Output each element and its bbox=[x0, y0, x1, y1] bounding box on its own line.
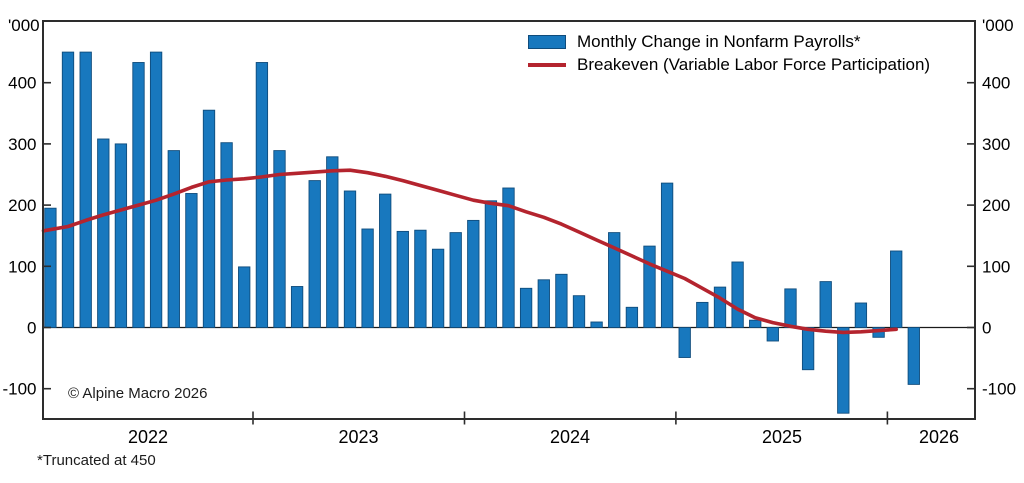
bar-aug-2024 bbox=[590, 321, 603, 328]
y-tick-label-left--100: -100 bbox=[2, 380, 36, 399]
legend-bar-swatch bbox=[528, 34, 566, 49]
y-tick-label-left-400: 400 bbox=[8, 74, 36, 93]
bar-feb-2024 bbox=[484, 200, 498, 328]
legend-label-payrolls: Monthly Change in Nonfarm Payrolls* bbox=[577, 31, 861, 51]
bar-may-2023 bbox=[326, 156, 339, 328]
y-tick-label-left-0: 0 bbox=[27, 318, 36, 337]
bar-nov-2022 bbox=[220, 142, 233, 328]
plot-frame bbox=[42, 20, 976, 420]
bar-jan-2023 bbox=[255, 62, 269, 328]
bar-apr-2023 bbox=[308, 180, 321, 328]
bar-jan-2026 bbox=[890, 250, 903, 328]
y-axis-unit-left: '000 bbox=[8, 16, 40, 35]
bar-feb-2022 bbox=[61, 51, 75, 328]
bar-jul-2024 bbox=[572, 295, 586, 328]
bar-apr-2025 bbox=[731, 261, 744, 328]
year-label-2023: 2023 bbox=[338, 427, 378, 447]
year-label-2024: 2024 bbox=[550, 427, 590, 447]
bar-nov-2024 bbox=[643, 245, 656, 328]
y-axis-unit-right: '000 bbox=[982, 16, 1014, 35]
bar-dec-2023 bbox=[449, 232, 462, 328]
bar-sep-2025 bbox=[819, 281, 832, 328]
bar-jan-2024 bbox=[467, 219, 480, 328]
bar-jun-2023 bbox=[343, 190, 357, 328]
bar-nov-2025 bbox=[854, 302, 868, 328]
bar-oct-2023 bbox=[414, 229, 427, 328]
bar-feb-2026 bbox=[907, 327, 920, 385]
bar-jan-2025 bbox=[678, 327, 691, 358]
y-tick-label-right-300: 300 bbox=[982, 135, 1010, 154]
y-tick-label-left-300: 300 bbox=[8, 135, 36, 154]
bar-may-2025 bbox=[749, 319, 762, 328]
bar-mar-2022 bbox=[79, 51, 92, 328]
truncation-footnote: *Truncated at 450 bbox=[37, 452, 156, 469]
bar-apr-2024 bbox=[519, 287, 533, 328]
bar-mar-2023 bbox=[290, 286, 304, 328]
bar-oct-2022 bbox=[202, 109, 216, 328]
bar-feb-2023 bbox=[273, 150, 286, 328]
y-tick-label-left-100: 100 bbox=[8, 257, 36, 276]
bar-jul-2023 bbox=[361, 228, 374, 328]
breakeven-line bbox=[41, 168, 898, 335]
y-tick-label-right-400: 400 bbox=[982, 74, 1010, 93]
bar-may-2022 bbox=[114, 143, 128, 328]
y-tick-label-right--100: -100 bbox=[982, 380, 1016, 399]
legend-label-breakeven: Breakeven (Variable Labor Force Particip… bbox=[577, 54, 931, 74]
bar-nov-2023 bbox=[431, 248, 445, 328]
year-label-2026: 2026 bbox=[919, 427, 959, 447]
bar-sep-2023 bbox=[396, 230, 409, 328]
legend-item-payrolls: Monthly Change in Nonfarm Payrolls* bbox=[528, 30, 930, 53]
y-tick-label-right-200: 200 bbox=[982, 196, 1010, 215]
bar-aug-2023 bbox=[379, 193, 392, 328]
bar-feb-2025 bbox=[696, 301, 709, 328]
bar-apr-2022 bbox=[97, 138, 110, 328]
copyright-note: © Alpine Macro 2026 bbox=[68, 385, 208, 402]
bar-aug-2022 bbox=[167, 150, 180, 328]
bar-jun-2022 bbox=[132, 62, 145, 328]
bar-jul-2022 bbox=[149, 51, 163, 328]
bar-dec-2022 bbox=[238, 266, 251, 328]
bar-sep-2024 bbox=[608, 232, 621, 328]
bar-jun-2024 bbox=[555, 273, 568, 328]
bar-jun-2025 bbox=[766, 327, 779, 342]
bar-mar-2025 bbox=[713, 286, 727, 328]
bar-jul-2025 bbox=[784, 288, 797, 328]
legend-line-swatch bbox=[528, 62, 566, 67]
legend-item-breakeven: Breakeven (Variable Labor Force Particip… bbox=[528, 53, 930, 76]
bar-oct-2024 bbox=[625, 306, 639, 328]
y-tick-label-right-100: 100 bbox=[982, 257, 1010, 276]
bar-jan-2022 bbox=[44, 207, 57, 328]
y-tick-label-left-200: 200 bbox=[8, 196, 36, 215]
bar-may-2024 bbox=[537, 279, 550, 328]
year-label-2025: 2025 bbox=[762, 427, 802, 447]
year-label-2022: 2022 bbox=[128, 427, 168, 447]
bar-sep-2022 bbox=[185, 193, 198, 328]
bar-oct-2025 bbox=[837, 327, 850, 414]
bar-mar-2024 bbox=[502, 187, 515, 328]
bar-aug-2025 bbox=[801, 327, 815, 371]
legend: Monthly Change in Nonfarm Payrolls* Brea… bbox=[528, 30, 930, 76]
bar-dec-2024 bbox=[660, 182, 674, 328]
y-tick-label-right-0: 0 bbox=[982, 318, 991, 337]
